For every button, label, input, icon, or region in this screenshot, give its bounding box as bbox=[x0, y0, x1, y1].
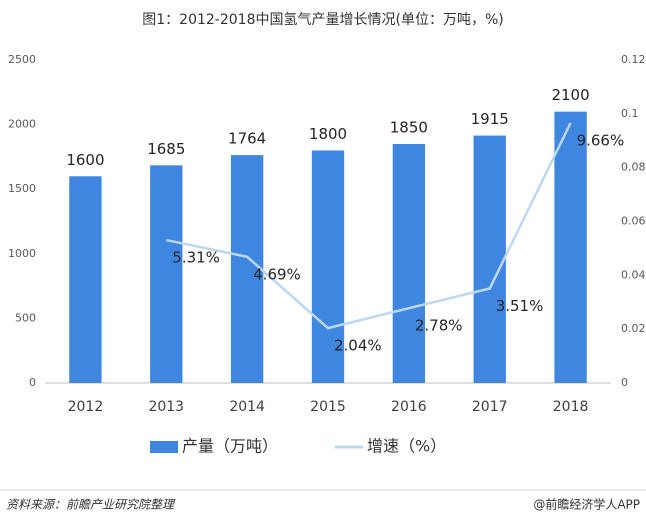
bar bbox=[473, 135, 506, 383]
y2-tick-label: 0.12 bbox=[621, 53, 646, 66]
bar-value-label: 1800 bbox=[309, 125, 347, 143]
bar-value-label: 1850 bbox=[390, 118, 428, 136]
y-tick-label: 2000 bbox=[8, 118, 36, 131]
y2-tick-label: 0.06 bbox=[621, 215, 646, 228]
y2-tick-label: 0.02 bbox=[621, 322, 646, 335]
source: 资料来源：前瞻产业研究院整理 bbox=[6, 498, 176, 512]
bar-value-label: 1600 bbox=[66, 151, 104, 169]
bar bbox=[554, 111, 587, 384]
bar-value-label: 1685 bbox=[147, 140, 185, 158]
x-tick-label: 2014 bbox=[229, 399, 265, 415]
line-value-label: 9.66% bbox=[577, 131, 625, 149]
y-tick-label: 1500 bbox=[8, 182, 36, 195]
bar bbox=[230, 155, 264, 383]
legend-label: 产量（万吨） bbox=[182, 437, 278, 456]
line-value-label: 3.51% bbox=[496, 297, 544, 315]
line-value-label: 2.04% bbox=[334, 337, 382, 355]
bar bbox=[311, 150, 345, 383]
credit: @前瞻经济学人APP bbox=[533, 497, 640, 512]
legend-label: 增速（%） bbox=[367, 437, 446, 456]
bar-value-label: 1764 bbox=[228, 130, 266, 148]
line bbox=[166, 122, 572, 330]
y2-tick-label: 0 bbox=[621, 376, 628, 389]
y2-tick-label: 0.1 bbox=[621, 107, 639, 120]
legend-swatch bbox=[150, 441, 178, 453]
y-tick-label: 0 bbox=[29, 376, 36, 389]
bar bbox=[150, 165, 183, 383]
line-value-label: 2.78% bbox=[415, 317, 463, 335]
bar bbox=[69, 176, 102, 383]
y-tick-label: 2500 bbox=[8, 53, 36, 66]
bar-value-label: 2100 bbox=[551, 86, 589, 104]
x-tick-label: 2013 bbox=[148, 399, 184, 415]
x-tick-label: 2015 bbox=[310, 399, 346, 415]
x-tick-label: 2018 bbox=[553, 399, 589, 415]
y2-tick-label: 0.04 bbox=[621, 268, 646, 281]
bar bbox=[392, 143, 426, 383]
line-value-label: 4.69% bbox=[253, 265, 301, 283]
line-value-label: 5.31% bbox=[172, 249, 220, 267]
y2-tick-label: 0.08 bbox=[621, 161, 646, 174]
y-tick-label: 500 bbox=[15, 311, 36, 324]
bar-value-label: 1915 bbox=[471, 110, 509, 128]
x-tick-label: 2012 bbox=[68, 399, 104, 415]
y-tick-label: 1000 bbox=[8, 247, 36, 260]
x-tick-label: 2017 bbox=[472, 399, 508, 415]
x-tick-label: 2016 bbox=[391, 399, 427, 415]
chart-title: 图1：2012-2018中国氢气产量增长情况(单位：万吨，%) bbox=[142, 12, 503, 28]
